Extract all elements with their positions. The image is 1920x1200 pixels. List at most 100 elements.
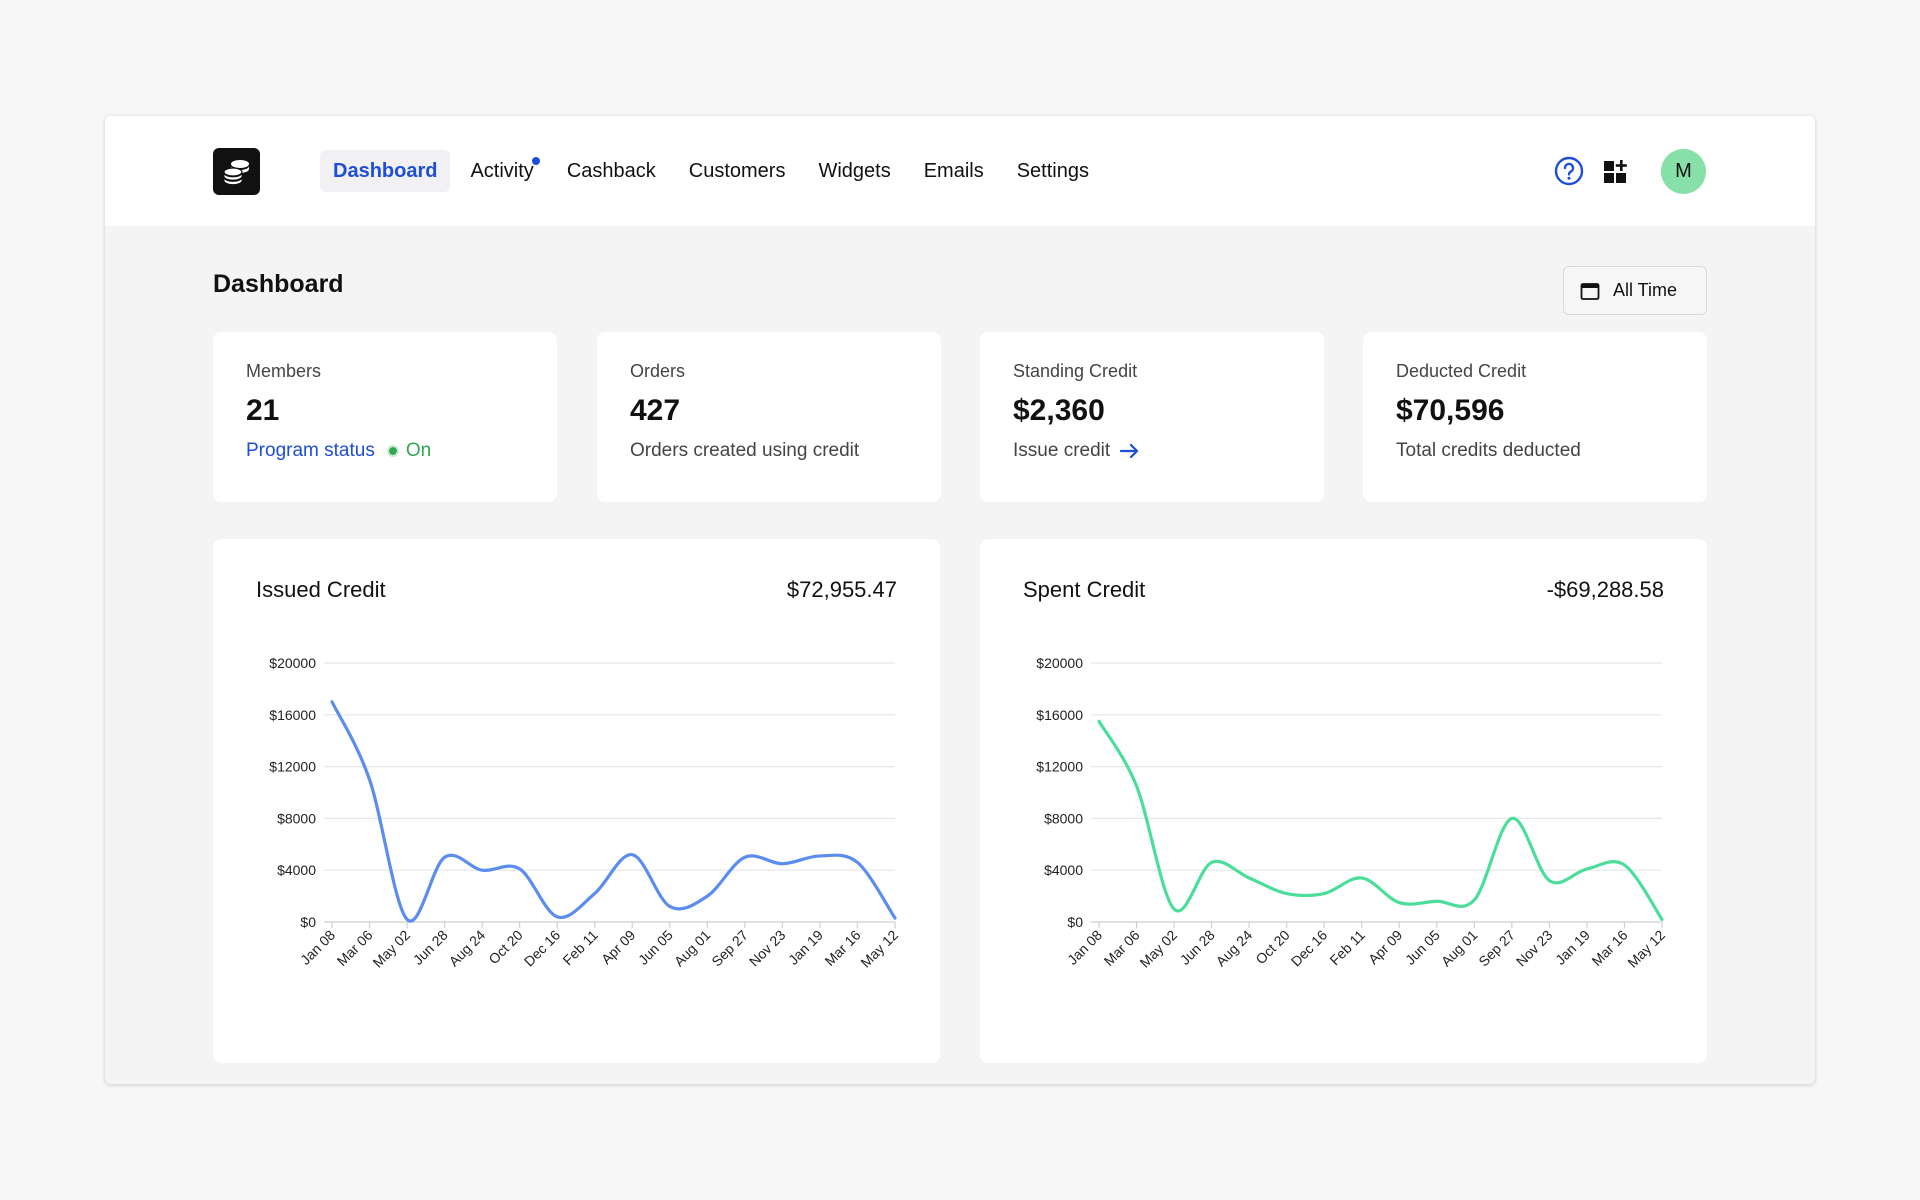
x-tick-label: May 02 (1136, 927, 1180, 971)
x-tick-label: Jun 05 (635, 927, 676, 968)
help-icon[interactable] (1554, 156, 1584, 186)
x-tick-label: Jan 08 (1064, 927, 1105, 968)
nav-dashboard[interactable]: Dashboard (320, 150, 451, 192)
notification-dot (531, 157, 540, 165)
nav-label: Cashback (566, 160, 656, 182)
y-tick-label: $20000 (269, 655, 316, 671)
nav-label: Emails (923, 160, 984, 182)
issued-credit-card: Issued Credit $72,955.47 $0 $4000 $8000 $12… (213, 539, 940, 1063)
nav-cashback[interactable]: Cashback (554, 150, 669, 192)
app-logo[interactable] (213, 148, 260, 195)
main-nav: Dashboard Activity Cashback Customers Wi… (320, 150, 1109, 192)
x-tick-label: Nov 23 (1513, 927, 1556, 970)
nav-customers[interactable]: Customers (676, 150, 799, 192)
x-tick-label: Aug 01 (671, 927, 714, 970)
nav-label: Activity (470, 160, 534, 182)
chart-title: Issued Credit (256, 577, 386, 602)
stat-value: $2,360 (1013, 394, 1105, 427)
y-tick-label: $4000 (1044, 862, 1083, 878)
y-tick-label: $20000 (1036, 655, 1083, 671)
y-tick-label: $16000 (269, 707, 316, 723)
x-tick-label: Jun 05 (1402, 927, 1443, 968)
spent-credit-card: Spent Credit -$69,288.58 $0 $4000 $8000 $12… (980, 539, 1707, 1063)
spent-credit-chart: $0 $4000 $8000 $12000 $16000 $20000 Jan 08 Mar … (1036, 655, 1668, 971)
stat-value: $70,596 (1396, 394, 1505, 427)
x-tick-label: Nov 23 (746, 927, 789, 970)
stat-value: 21 (246, 394, 280, 427)
arrow-right-icon (1120, 443, 1139, 459)
chart-total: -$69,288.58 (1546, 577, 1664, 602)
y-tick-label: $12000 (1036, 759, 1083, 775)
x-tick-label: Jun 28 (410, 927, 451, 968)
stat-label: Members (246, 361, 322, 381)
x-tick-label: Mar 16 (1588, 927, 1630, 969)
page-title: Dashboard (213, 270, 344, 298)
nav-label: Settings (1016, 160, 1089, 182)
x-tick-label: Apr 09 (598, 927, 639, 968)
x-tick-label: Aug 01 (1438, 927, 1481, 970)
y-tick-label: $16000 (1036, 707, 1083, 723)
nav-widgets[interactable]: Widgets (805, 150, 903, 192)
x-tick-label: Dec 16 (1288, 927, 1331, 970)
add-apps-icon[interactable] (1604, 158, 1630, 184)
x-tick-label: Feb 11 (1326, 927, 1368, 969)
stat-label: Deducted Credit (1396, 361, 1527, 381)
y-tick-label: $8000 (277, 810, 316, 826)
x-tick-label: Dec 16 (521, 927, 564, 970)
stat-sub: Orders created using credit (630, 440, 860, 461)
x-tick-label: Jan 19 (1552, 927, 1593, 968)
y-tick-label: $12000 (269, 759, 316, 775)
stat-card-orders: Orders 427 Orders created using credit (597, 332, 941, 502)
date-filter-label: All Time (1613, 280, 1678, 300)
nav-label: Widgets (818, 160, 891, 182)
date-filter-button[interactable]: All Time (1563, 266, 1707, 315)
y-tick-label: $4000 (277, 862, 316, 878)
chart-total: $72,955.47 (786, 577, 897, 602)
y-tick-label: $8000 (1044, 810, 1083, 826)
x-tick-label: Mar 06 (334, 927, 376, 969)
status-badge: On (405, 440, 432, 461)
x-tick-label: Apr 09 (1365, 927, 1406, 968)
stat-card-deducted-credit: Deducted Credit $70,596 Total credits de… (1363, 332, 1707, 502)
stat-value: 427 (630, 394, 681, 427)
y-tick-label: $0 (300, 914, 316, 930)
program-status-link[interactable]: Program status (246, 440, 375, 461)
nav-label: Customers (688, 160, 786, 182)
stat-sub: Total credits deducted (1396, 440, 1581, 461)
nav-emails[interactable]: Emails (911, 150, 997, 192)
app-window: Dashboard Activity Cashback Customers Wi… (105, 116, 1815, 1084)
x-tick-label: May 12 (1624, 927, 1668, 971)
x-tick-label: Jan 19 (785, 927, 826, 968)
x-tick-label: Oct 20 (485, 927, 526, 968)
nav-label: Dashboard (333, 160, 438, 182)
nav-settings[interactable]: Settings (1004, 150, 1102, 192)
x-tick-label: Jun 28 (1177, 927, 1218, 968)
stat-card-standing-credit: Standing Credit $2,360 Issue credit (980, 332, 1324, 502)
x-tick-label: Mar 16 (821, 927, 863, 969)
issue-credit-label: Issue credit (1013, 440, 1111, 461)
x-tick-label: May 02 (369, 927, 413, 971)
stat-card-members: Members 21 Program status On (213, 332, 557, 502)
stat-label: Orders (630, 361, 686, 381)
x-tick-label: Aug 24 (1213, 927, 1256, 970)
avatar-initial: M (1675, 160, 1692, 182)
x-tick-label: Oct 20 (1252, 927, 1293, 968)
x-tick-label: Aug 24 (446, 927, 489, 970)
issue-credit-link[interactable]: Issue credit (1013, 440, 1291, 462)
avatar[interactable]: M (1661, 149, 1706, 194)
x-tick-label: Sep 27 (1475, 927, 1518, 970)
top-navbar: Dashboard Activity Cashback Customers Wi… (105, 116, 1815, 226)
y-tick-label: $0 (1067, 914, 1083, 930)
status-dot (386, 445, 399, 457)
calendar-icon (1580, 282, 1600, 300)
nav-activity[interactable]: Activity (457, 150, 546, 192)
series-line (330, 700, 897, 923)
series-line (1097, 719, 1664, 922)
x-tick-label: Jan 08 (297, 927, 338, 968)
stat-label: Standing Credit (1013, 361, 1138, 381)
x-tick-label: May 12 (857, 927, 901, 971)
x-tick-label: Sep 27 (708, 927, 751, 970)
chart-title: Spent Credit (1023, 577, 1146, 602)
coins-stack-icon (222, 159, 249, 185)
